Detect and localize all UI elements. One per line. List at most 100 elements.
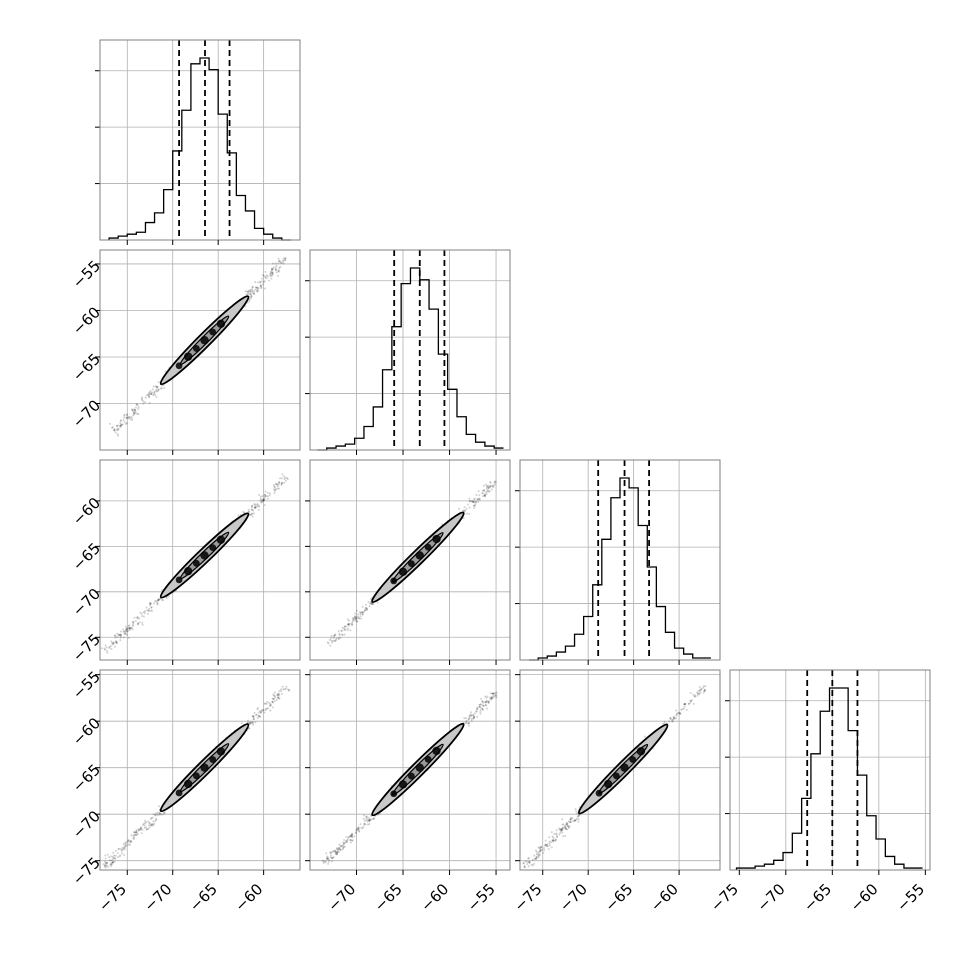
sample-point [259,281,262,284]
sample-point [539,848,542,851]
sample-point [129,415,132,418]
y-tick-label: −75 [69,854,104,889]
sample-point [155,818,158,821]
sample-point [119,633,122,636]
sample-point [264,275,267,278]
sample-point [489,698,492,701]
sample-point [475,494,478,497]
sample-point [146,609,149,612]
histogram-panel-1 [305,250,510,451]
sample-point [548,842,551,845]
sample-point [538,853,541,856]
sample-point [279,688,282,691]
sample-point [466,722,469,725]
sample-point [342,845,345,848]
sample-point [248,510,251,513]
density-point [192,559,200,567]
sample-point [337,846,340,849]
sample-point [351,836,354,839]
sample-point [273,691,276,694]
sample-point [351,620,354,623]
sample-point [277,696,280,699]
histogram-step [529,477,711,661]
sample-point [112,856,115,859]
sample-point [136,403,139,406]
sample-point [253,712,256,715]
sample-point [128,627,131,630]
sample-point [104,854,107,857]
sample-point [281,473,284,476]
sample-point [276,274,279,277]
sample-point [329,856,332,859]
sample-point [104,862,107,865]
sample-point [491,692,494,695]
sample-point [252,512,255,515]
sample-point [358,610,361,613]
sample-point [702,686,705,689]
sample-point [531,858,534,861]
sample-point [339,848,342,851]
sample-point [160,813,163,816]
sample-point [489,485,492,488]
sample-point [271,272,274,275]
sample-point [676,712,679,715]
sample-point [492,694,495,697]
sample-point [476,708,479,711]
sample-point [369,601,372,604]
sample-point [113,854,116,857]
sample-point [523,865,526,868]
sample-point [351,623,354,626]
sample-point [329,644,332,647]
sample-point [142,824,145,827]
sample-point [161,384,164,387]
sample-point [272,694,275,697]
sample-point [362,611,365,614]
sample-point [154,820,157,823]
sample-point [266,707,269,710]
sample-point [154,813,157,816]
sample-point [136,622,139,625]
sample-point [109,645,112,648]
sample-point [346,628,349,631]
sample-point [133,831,136,834]
sample-point [487,701,490,704]
sample-point [251,286,254,289]
sample-point [118,634,121,637]
x-tick-label: −65 [371,880,406,915]
sample-point [105,646,108,649]
sample-point [337,850,340,853]
sample-point [254,503,257,506]
sample-point [347,623,350,626]
scatter-panel-0-1 [100,250,300,450]
x-tick-label: −60 [417,880,452,915]
sample-point [145,828,148,831]
sample-point [334,639,337,642]
sample-point [152,392,155,395]
sample-point [124,630,127,633]
sample-point [249,289,252,292]
sample-point [277,257,280,260]
sample-point [669,717,672,720]
sample-point [260,498,263,501]
sample-point [276,693,279,696]
sample-point [260,286,263,289]
sample-point [270,277,273,280]
sample-point [261,277,264,280]
sample-point [485,485,488,488]
y-tick-label: −60 [69,303,104,338]
sample-point [266,700,269,703]
sample-point [359,613,362,616]
sample-point [147,609,150,612]
sample-point [149,603,152,606]
sample-point [254,506,257,509]
sample-point [288,689,291,692]
sample-point [692,702,695,705]
sample-point [334,851,337,854]
sample-point [277,694,280,697]
sample-point [119,636,122,639]
sample-point [116,433,119,436]
sample-point [550,831,553,834]
sample-point [481,707,484,710]
sample-point [687,702,690,705]
sample-point [132,410,135,413]
